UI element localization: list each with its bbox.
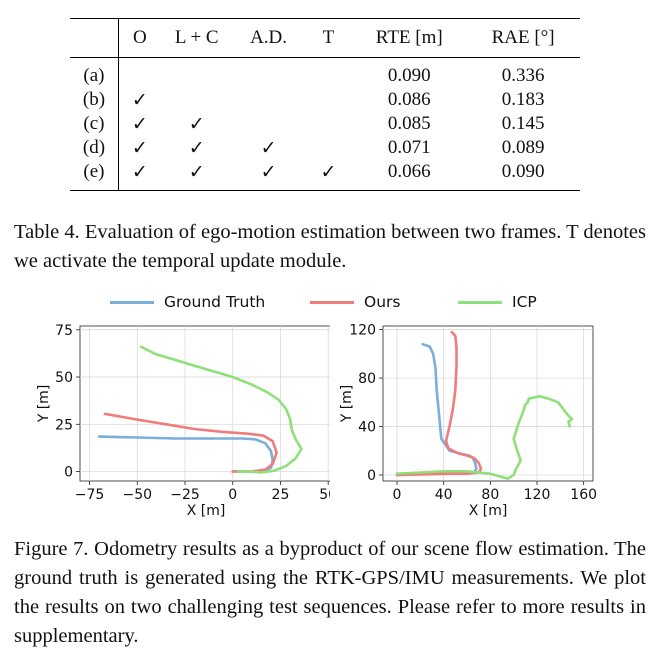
cell-ad: ✓ [260,161,277,183]
cell-t: ✓ [320,161,337,183]
y-axis-label: Y [m] [36,385,52,424]
legend-item-ours: Ours [310,293,400,311]
header-cell-t: T [322,27,335,48]
cell-lc: ✓ [188,113,205,135]
y-axis-label: Y [m] [339,385,355,424]
y-tick-label: 75 [55,323,73,339]
x-axis-label: X [m] [469,503,508,519]
header-cell-label [70,18,119,58]
cell-rte: 0.071 [387,137,431,158]
results-table-container: O L + C A.D. T RTE [m] RAE [°] (a) 0.090… [70,18,580,191]
y-tick-label: 25 [55,417,73,433]
x-tick-label: 120 [524,487,551,503]
cell-lc: ✓ [188,137,205,159]
legend-label: Ground Truth [164,293,266,311]
row-label: (c) [70,112,119,136]
plot-frame [382,325,594,482]
plot-frame [79,325,330,482]
cell-rae-best: 0.089 [501,137,545,158]
odometry-plot-1: −75 −50 −25 0 25 50 0 25 50 75 X [m] Y [m] [36,323,330,519]
table-caption: Table 4. Evaluation of ego-motion estima… [14,221,647,272]
results-table: O L + C A.D. T RTE [m] RAE [°] (a) 0.090… [70,18,580,191]
header-cell-rte: RTE [m] [375,27,443,48]
header-cell-ad: A.D. [250,27,288,48]
table-row: (a) 0.090 0.336 [70,57,580,89]
x-tick-label: 40 [435,487,453,503]
cell-rae: 0.145 [501,113,545,134]
x-tick-label: 160 [570,487,597,503]
legend-swatch-ours [310,300,354,304]
cell-rae: 0.183 [501,89,545,110]
table-header-row: O L + C A.D. T RTE [m] RAE [°] [70,18,580,58]
cell-o: ✓ [131,89,148,111]
row-label: (d) [70,136,119,160]
figure-caption: Figure 7. Odometry results as a byproduc… [14,538,646,647]
table-row: (b) ✓ 0.086 0.183 [70,88,580,112]
cell-ad: ✓ [260,137,277,159]
legend-label: Ours [364,293,401,311]
series-line-ground-truth [97,435,275,473]
cell-t [305,58,353,89]
header-cell-o: O [132,27,147,48]
y-tick-label: 120 [349,323,376,339]
table-row: (d) ✓ ✓ ✓ 0.071 0.089 [70,136,580,160]
legend-swatch-icp [458,300,502,304]
series-line-icp [395,394,574,480]
cell-t [305,88,353,112]
series-line-ours [395,330,483,477]
header-cell-rae: RAE [°] [491,27,555,48]
cell-t [305,112,353,136]
x-tick-label: 80 [481,487,499,503]
row-label: (e) [70,160,119,191]
figure-legend: Ground Truth Ours ICP [110,293,630,317]
cell-o: ✓ [131,113,148,135]
row-label: (b) [70,88,119,112]
series-line-ours [103,412,278,473]
y-tick-label: 0 [64,465,73,481]
cell-rae: 0.090 [501,161,545,182]
legend-swatch-ground-truth [110,300,154,304]
cell-lc [161,88,233,112]
cell-rae: 0.336 [501,65,545,86]
odometry-plot-2: 0 40 80 120 160 0 40 80 120 X [m] Y [m] [339,323,597,519]
x-tick-label: −25 [170,487,200,503]
x-axis-label: X [m] [187,503,226,519]
cell-t [305,136,353,160]
cell-rte: 0.090 [387,65,431,86]
table-row: (e) ✓ ✓ ✓ ✓ 0.066 0.090 [70,160,580,191]
cell-o: ✓ [131,161,148,183]
y-tick-label: 0 [367,468,376,484]
cell-ad [233,58,305,89]
cell-rte-best: 0.066 [387,161,431,182]
header-cell-lc: L + C [174,27,219,48]
x-tick-label: 25 [272,487,290,503]
table-row: (c) ✓ ✓ 0.085 0.145 [70,112,580,136]
cell-o [118,58,160,89]
x-tick-label: 50 [319,487,330,503]
cell-o: ✓ [131,137,148,159]
cell-ad [233,112,305,136]
y-tick-label: 40 [358,420,376,436]
x-tick-label: 0 [393,487,402,503]
row-label: (a) [70,57,119,88]
cell-ad [233,88,305,112]
y-tick-label: 80 [358,371,376,387]
series-line-icp [139,345,303,474]
y-tick-label: 50 [55,370,73,386]
cell-rte: 0.085 [387,113,431,134]
legend-item-icp: ICP [458,293,537,311]
x-tick-label: 0 [228,487,237,503]
cell-lc: ✓ [188,161,205,183]
x-tick-label: −75 [75,487,105,503]
cell-rte: 0.086 [387,89,431,110]
x-tick-label: −50 [122,487,152,503]
cell-lc [161,58,233,89]
legend-label: ICP [512,293,537,311]
legend-item-ground-truth: Ground Truth [110,293,265,311]
